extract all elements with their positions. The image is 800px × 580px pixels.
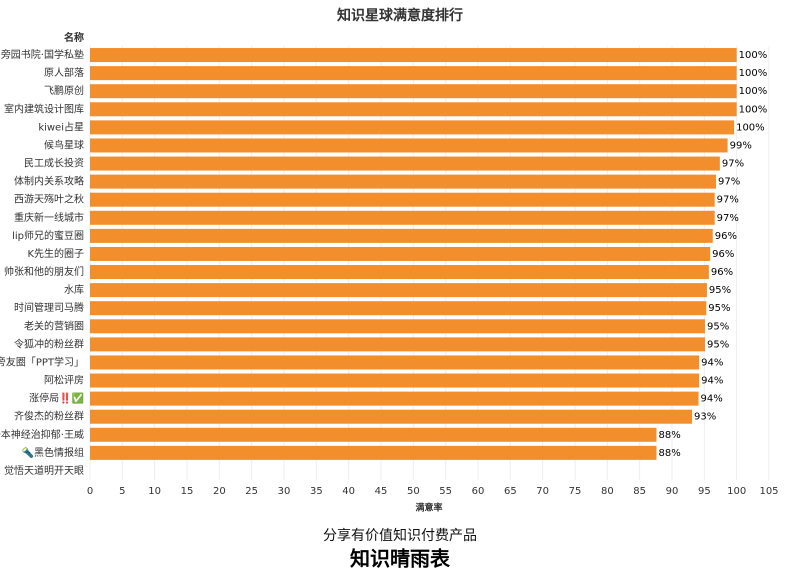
chart-title: 知识星球满意度排行 xyxy=(337,7,463,24)
x-tick-label: 100 xyxy=(727,486,746,497)
y-tick-label: 候鸟星球 xyxy=(44,138,84,151)
y-tick-label: 涨停局‼️✅ xyxy=(29,392,84,405)
footer-subtitle: 分享有价值知识付费产品 xyxy=(323,527,477,544)
bar xyxy=(90,174,716,189)
bar xyxy=(90,391,699,406)
value-label: 100% xyxy=(736,122,765,133)
bar xyxy=(90,427,657,442)
y-tick-label: 齐俊杰的粉丝群 xyxy=(14,410,84,423)
x-tick-label: 55 xyxy=(439,486,452,497)
value-label: 97% xyxy=(722,159,744,170)
bar xyxy=(90,337,705,352)
value-label: 88% xyxy=(658,430,680,441)
y-tick-label: 时间管理司马腾 xyxy=(14,301,84,314)
y-tick-label: 原人部落 xyxy=(44,66,84,79)
x-tick-label: 25 xyxy=(245,486,258,497)
y-tick-label: kiwei占星 xyxy=(38,120,84,133)
bar xyxy=(90,355,700,370)
y-tick-label: 旁友圈「PPT学习」 xyxy=(0,355,84,368)
x-tick-label: 20 xyxy=(213,486,226,497)
x-tick-label: 95 xyxy=(698,486,711,497)
x-tick-label: 45 xyxy=(375,486,388,497)
value-label: 97% xyxy=(718,177,740,188)
value-label: 95% xyxy=(708,303,730,314)
x-tick-label: 0 xyxy=(87,486,93,497)
x-tick-label: 5 xyxy=(119,486,125,497)
x-tick-label: 65 xyxy=(504,486,517,497)
value-label: 99% xyxy=(730,140,752,151)
x-tick-label: 80 xyxy=(601,486,614,497)
y-tick-label: 体制内关系攻略 xyxy=(14,175,84,188)
y-tick-label: 🔦黑色情报组 xyxy=(22,446,84,459)
value-label: 95% xyxy=(709,285,731,296)
bar xyxy=(90,156,720,171)
bar xyxy=(90,210,715,225)
y-tick-label: 重庆新一线城市 xyxy=(14,211,84,224)
y-tick-label: 旁园书院·国学私塾 xyxy=(1,48,84,61)
bar xyxy=(90,246,711,261)
x-tick-label: 60 xyxy=(472,486,485,497)
bar xyxy=(90,192,715,207)
bar xyxy=(90,373,700,388)
y-tick-label: 民工成长投资 xyxy=(24,157,84,170)
y-tick-label: lip师兄的蜜豆圈 xyxy=(12,229,84,242)
x-tick-label: 40 xyxy=(342,486,355,497)
bar xyxy=(90,283,707,298)
x-tick-label: 30 xyxy=(278,486,291,497)
value-label: 100% xyxy=(739,50,768,61)
x-tick-label: 15 xyxy=(181,486,194,497)
y-tick-label: 帅张和他的朋友们 xyxy=(4,265,84,278)
value-label: 88% xyxy=(658,448,680,459)
value-label: 97% xyxy=(717,195,739,206)
y-tick-label: 水库 xyxy=(64,283,84,296)
x-tick-label: 75 xyxy=(569,486,582,497)
y-tick-label: 老关的营销圈 xyxy=(24,319,84,332)
x-tick-label: 50 xyxy=(407,486,420,497)
y-tick-label: 西游天殇叶之秋 xyxy=(14,193,84,206)
x-tick-label: 90 xyxy=(666,486,679,497)
footer-brand: 知识晴雨表 xyxy=(350,547,451,571)
x-tick-label: 70 xyxy=(536,486,549,497)
y-axis-title: 名称 xyxy=(64,31,84,44)
value-label: 96% xyxy=(715,231,737,242)
value-label: 100% xyxy=(739,104,768,115)
value-label: 93% xyxy=(694,412,716,423)
y-tick-label: 觉悟天道明开天眼 xyxy=(4,464,84,477)
y-tick-label: 室内建筑设计图库 xyxy=(4,102,84,115)
y-tick-label: 阿松评房 xyxy=(44,374,84,387)
value-label: 94% xyxy=(701,357,723,368)
bar xyxy=(90,445,657,460)
bar xyxy=(90,301,707,316)
x-tick-label: 10 xyxy=(148,486,161,497)
bar xyxy=(90,120,735,135)
value-label: 100% xyxy=(739,86,768,97)
value-label: 100% xyxy=(739,68,768,79)
bar xyxy=(90,319,705,334)
x-tick-label: 85 xyxy=(633,486,646,497)
bar xyxy=(90,265,709,280)
bar xyxy=(90,66,737,81)
y-tick-label: 一本神经治抑郁·王威 xyxy=(0,428,84,441)
value-label: 94% xyxy=(701,394,723,405)
bar xyxy=(90,228,713,243)
y-tick-label: K先生的圈子 xyxy=(27,247,84,260)
x-tick-label: 105 xyxy=(759,486,778,497)
value-label: 96% xyxy=(712,249,734,260)
bar xyxy=(90,84,737,99)
x-axis-title: 满意率 xyxy=(415,502,442,514)
value-label: 95% xyxy=(707,321,729,332)
x-tick-label: 35 xyxy=(310,486,323,497)
value-label: 94% xyxy=(701,376,723,387)
value-label: 96% xyxy=(711,267,733,278)
bar xyxy=(90,48,737,63)
bar xyxy=(90,138,728,153)
bar xyxy=(90,102,737,117)
y-tick-label: 飞鹏原创 xyxy=(44,84,84,97)
bar xyxy=(90,409,693,424)
y-tick-label: 令狐冲的粉丝群 xyxy=(14,337,84,350)
value-label: 97% xyxy=(717,213,739,224)
value-label: 95% xyxy=(707,339,729,350)
